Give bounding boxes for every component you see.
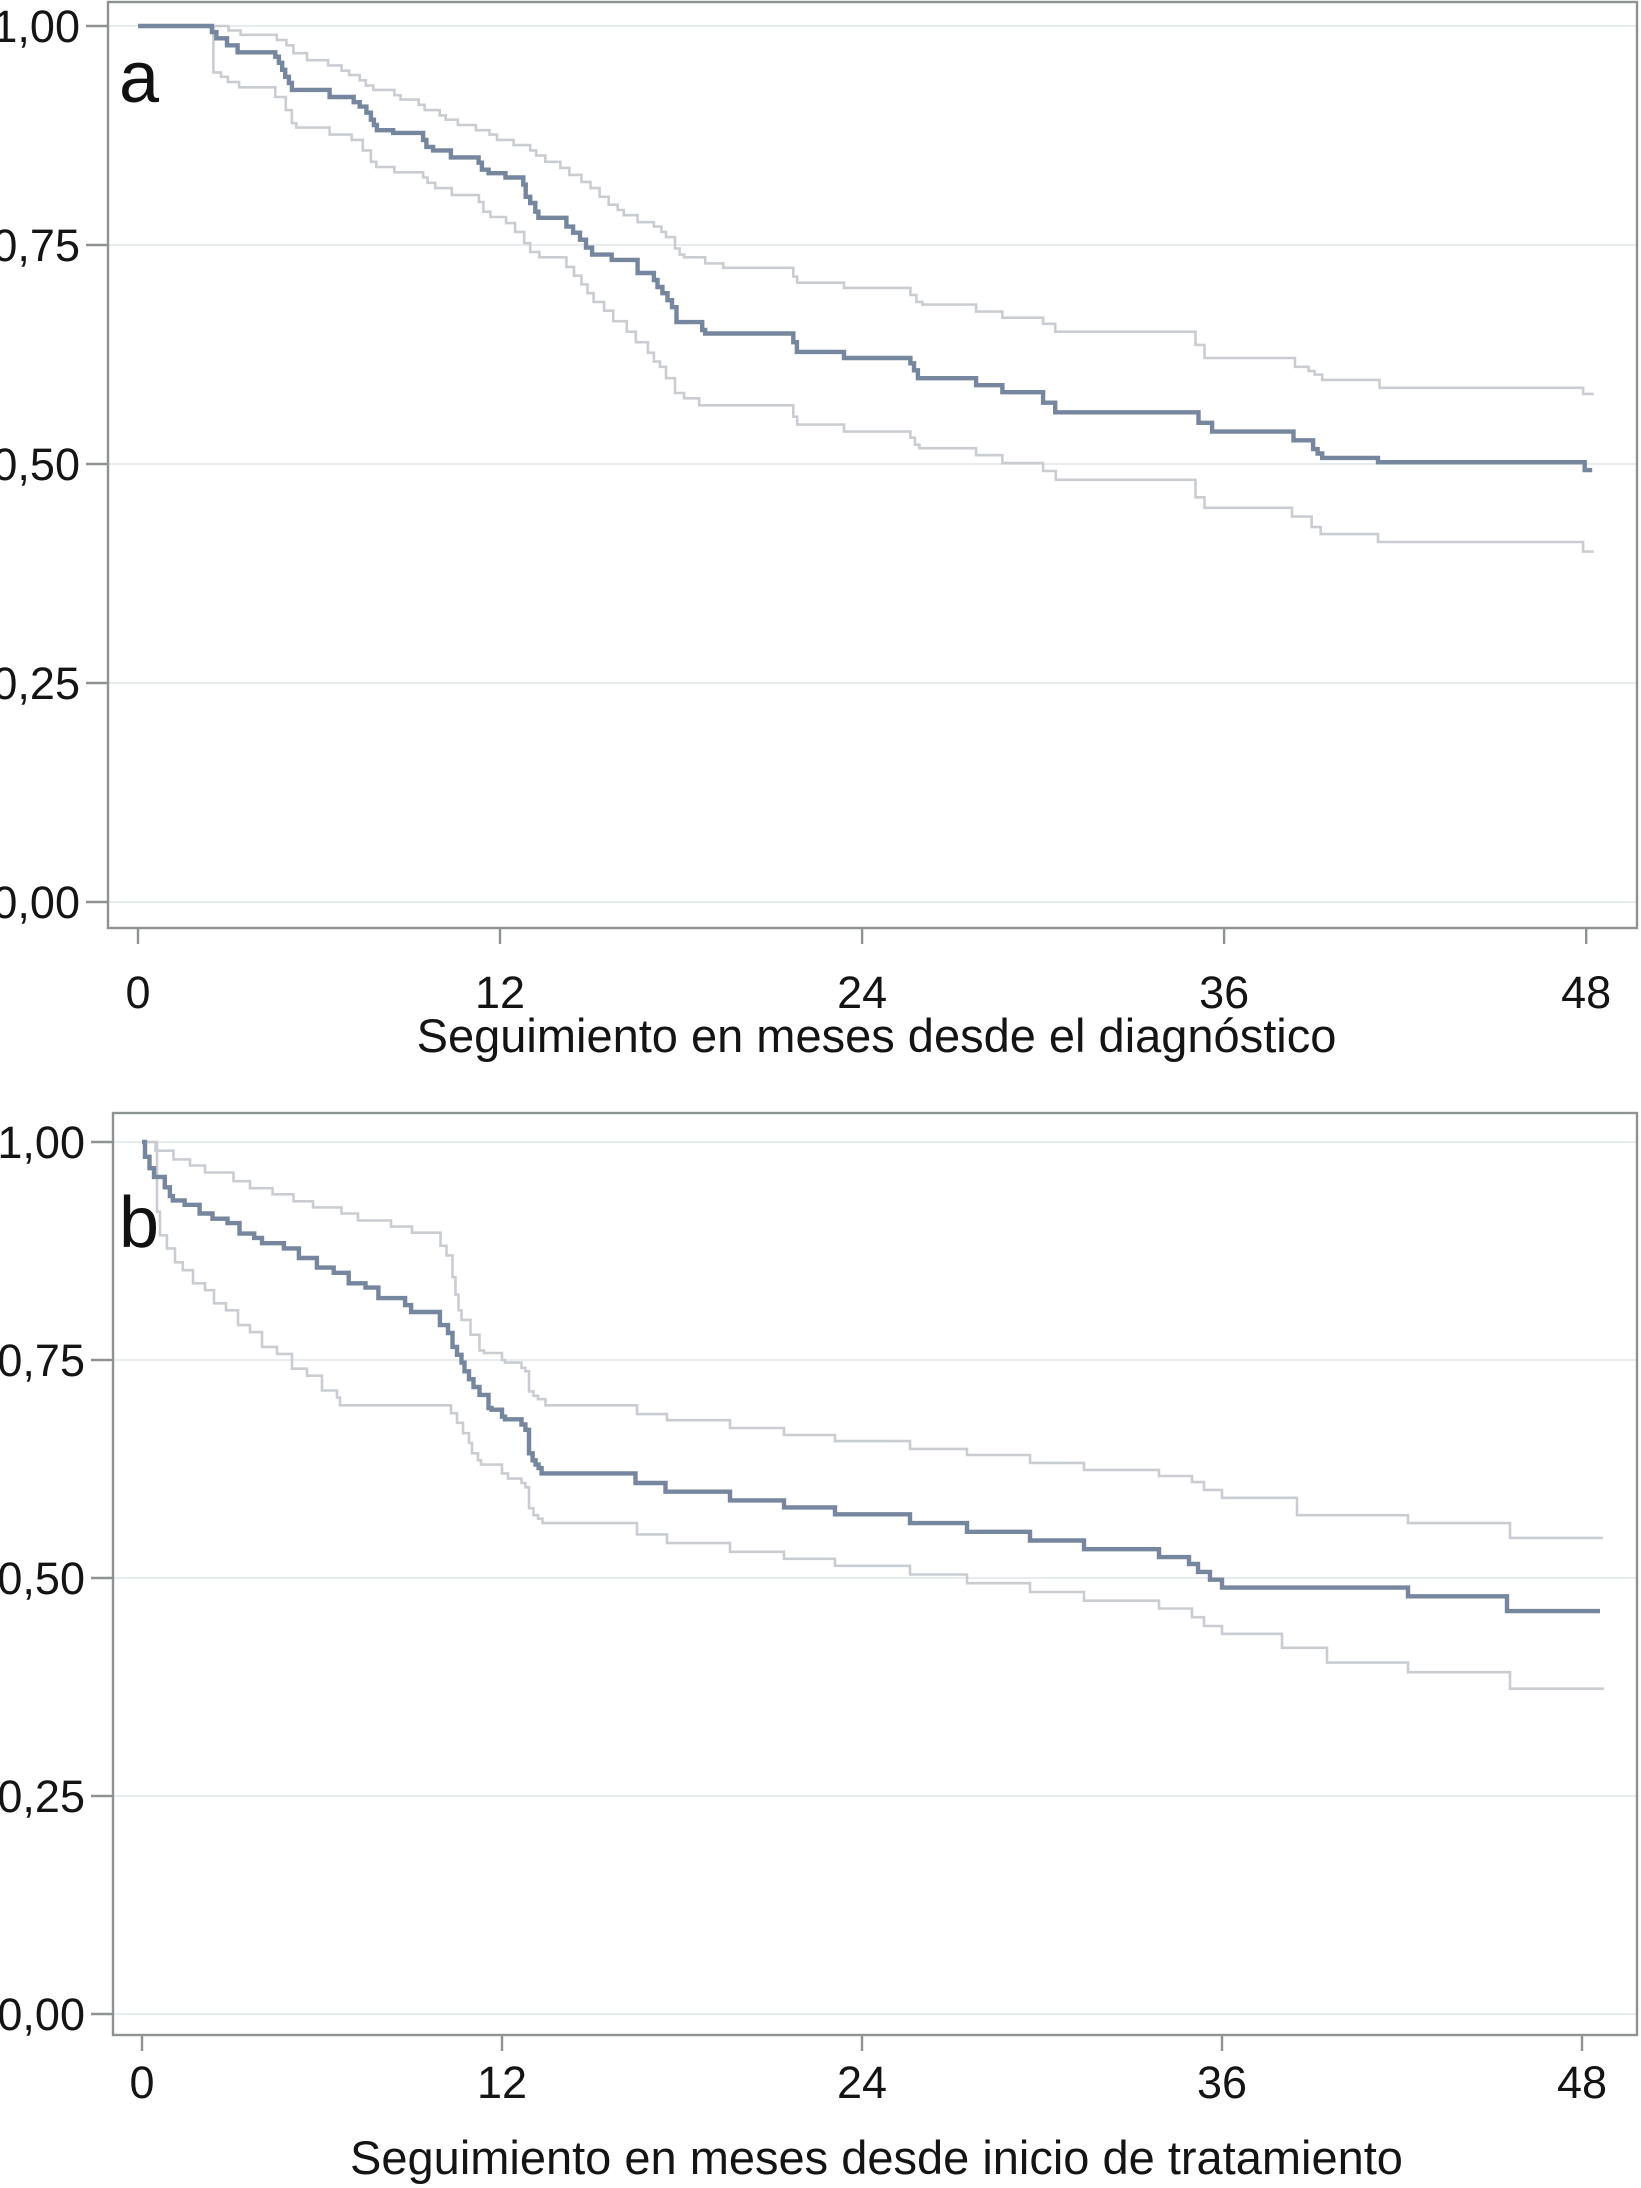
km-chart-b: 1,00 0,75 0,50 0,25 0,00 0 12 24 36 48 — [0, 1111, 1639, 2108]
confidence-band-lower — [138, 24, 1594, 553]
confidence-band-lower — [142, 1140, 1605, 1690]
x-tick-label: 36 — [1199, 967, 1249, 1018]
y-tick-label: 0,50 — [0, 1553, 85, 1604]
x-tick-label: 12 — [475, 967, 525, 1018]
panel-b-letter: b — [119, 1183, 160, 1263]
y-tick-label: 0,50 — [0, 439, 80, 490]
x-tick-label: 36 — [1197, 2057, 1247, 2108]
x-tick-label: 24 — [837, 2057, 887, 2108]
y-tick-label: 0,25 — [0, 1771, 85, 1822]
y-tick-label: 1,00 — [0, 1, 80, 52]
km-chart-a: 1,00 0,75 0,50 0,25 0,00 0 12 24 36 48 — [0, 0, 1639, 1018]
y-tick-label: 1,00 — [0, 1117, 85, 1168]
x-tick-label: 48 — [1561, 967, 1611, 1018]
x-tick-label: 48 — [1557, 2057, 1607, 2108]
x-tick-label: 0 — [125, 967, 150, 1018]
y-tick-label: 0,00 — [0, 877, 80, 928]
x-tick-label: 0 — [129, 2057, 154, 2108]
y-tick-label: 0,75 — [0, 1335, 85, 1386]
survival-curve — [142, 1139, 1600, 1614]
y-tick-label: 0,75 — [0, 220, 80, 271]
panel-a-letter: a — [119, 38, 160, 118]
panel-a-x-axis-title: Seguimiento en meses desde el diagnóstic… — [416, 1009, 1337, 1062]
confidence-band-upper — [138, 24, 1594, 396]
confidence-band-upper — [142, 1140, 1603, 1540]
survival-curve — [138, 23, 1593, 473]
panel-b-x-axis-title: Seguimiento en meses desde inicio de tra… — [350, 2131, 1403, 2184]
x-tick-label: 24 — [837, 967, 887, 1018]
y-tick-label: 0,25 — [0, 658, 80, 709]
x-tick-label: 12 — [477, 2057, 527, 2108]
plot-border — [111, 1111, 1639, 2037]
y-tick-label: 0,00 — [0, 1989, 85, 2040]
